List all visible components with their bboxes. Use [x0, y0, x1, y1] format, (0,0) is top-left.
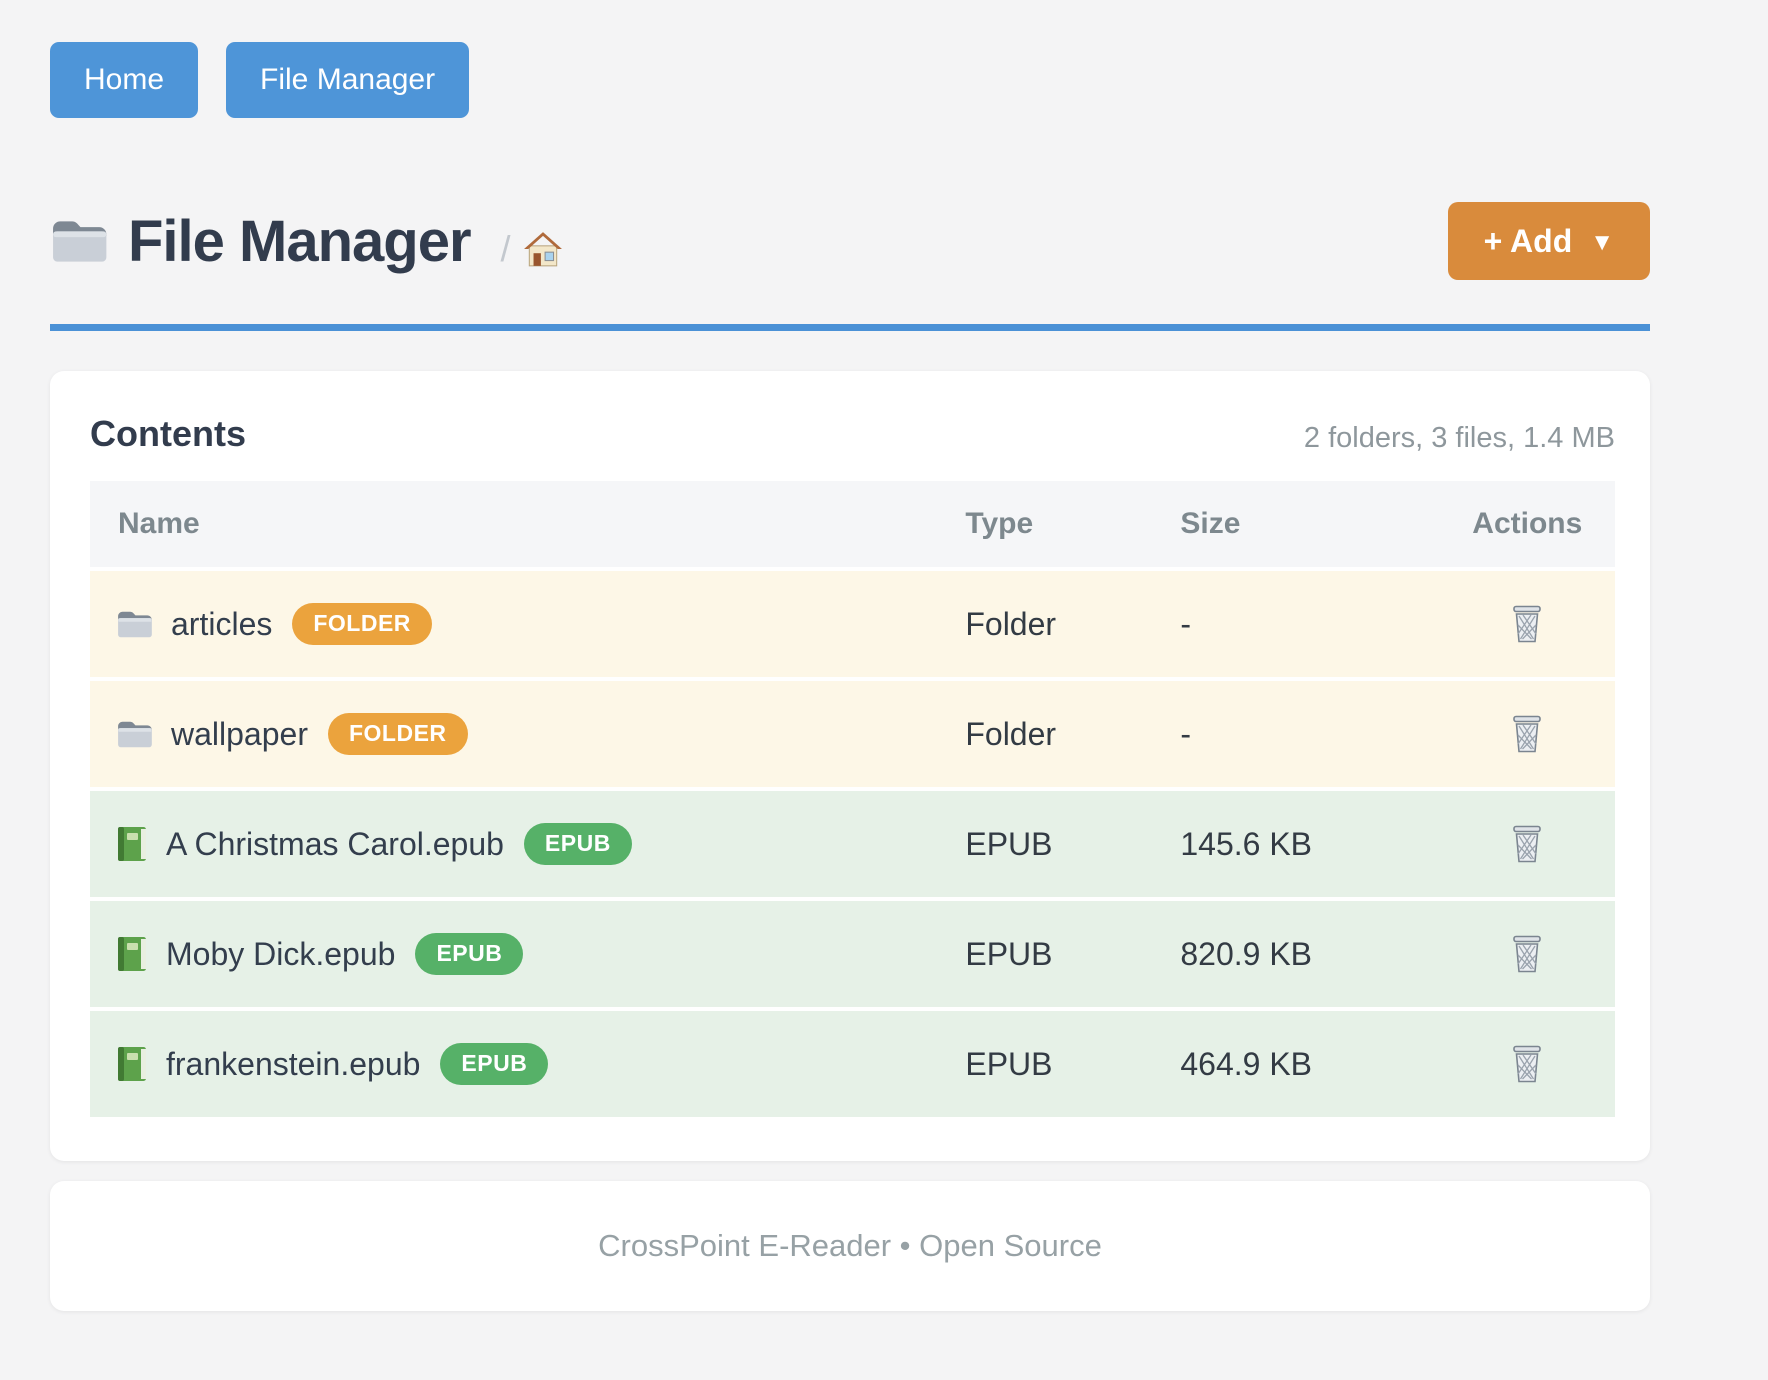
- chevron-down-icon: ▼: [1590, 228, 1614, 256]
- column-header-type: Type: [965, 481, 1181, 567]
- item-name-link[interactable]: wallpaper: [171, 715, 308, 752]
- trash-icon: [1510, 714, 1544, 754]
- item-type: EPUB: [965, 1007, 1181, 1117]
- delete-button[interactable]: [1504, 930, 1550, 978]
- item-type: EPUB: [965, 787, 1181, 897]
- item-type: Folder: [965, 677, 1181, 787]
- folder-icon: [50, 217, 108, 266]
- table-row: articles FOLDER Folder -: [90, 567, 1615, 677]
- type-badge: FOLDER: [292, 603, 432, 645]
- contents-card: Contents 2 folders, 3 files, 1.4 MB Name…: [50, 371, 1650, 1161]
- file-manager-page: Home File Manager File Manager / + Add ▼…: [50, 42, 1650, 1311]
- add-button-label: + Add: [1483, 222, 1573, 259]
- column-header-size: Size: [1180, 481, 1440, 567]
- trash-icon: [1510, 604, 1544, 644]
- column-header-name: Name: [90, 481, 966, 567]
- delete-button[interactable]: [1504, 820, 1550, 868]
- page-header: File Manager / + Add ▼: [50, 202, 1650, 280]
- table-row: Moby Dick.epub EPUB EPUB 820.9 KB: [90, 897, 1615, 1007]
- trash-icon: [1510, 1044, 1544, 1084]
- delete-button[interactable]: [1504, 1040, 1550, 1088]
- delete-button[interactable]: [1504, 710, 1550, 758]
- footer: CrossPoint E-Reader • Open Source: [50, 1181, 1650, 1311]
- item-name-link[interactable]: Moby Dick.epub: [166, 935, 396, 972]
- item-size: -: [1180, 677, 1440, 787]
- item-size: 464.9 KB: [1180, 1007, 1440, 1117]
- column-header-actions: Actions: [1439, 481, 1615, 567]
- delete-button[interactable]: [1504, 600, 1550, 648]
- breadcrumb: /: [501, 228, 563, 270]
- book-icon: [116, 935, 148, 973]
- trash-icon: [1510, 934, 1544, 974]
- item-type: Folder: [965, 567, 1181, 677]
- file-table: Name Type Size Actions articles FOLDER F…: [90, 481, 1615, 1117]
- contents-heading: Contents: [90, 413, 246, 454]
- contents-summary: 2 folders, 3 files, 1.4 MB: [1303, 422, 1615, 454]
- book-icon: [116, 825, 148, 863]
- breadcrumb-separator: /: [500, 228, 511, 269]
- type-badge: FOLDER: [327, 713, 468, 755]
- item-size: -: [1180, 567, 1440, 677]
- item-name-link[interactable]: articles: [171, 605, 273, 642]
- footer-text: CrossPoint E-Reader • Open Source: [598, 1228, 1102, 1263]
- folder-icon: [116, 719, 153, 750]
- item-type: EPUB: [965, 897, 1181, 1007]
- trash-icon: [1510, 824, 1544, 864]
- table-header-row: Name Type Size Actions: [90, 481, 1615, 567]
- nav-button-home[interactable]: Home: [50, 42, 199, 118]
- item-name-link[interactable]: A Christmas Carol.epub: [166, 825, 504, 862]
- top-nav: Home File Manager: [50, 42, 1650, 118]
- item-name-link[interactable]: frankenstein.epub: [166, 1045, 421, 1082]
- table-row: wallpaper FOLDER Folder -: [90, 677, 1615, 787]
- type-badge: EPUB: [440, 1043, 549, 1085]
- page-title: File Manager: [128, 208, 472, 274]
- folder-icon: [116, 609, 153, 640]
- type-badge: EPUB: [415, 933, 524, 975]
- item-size: 145.6 KB: [1180, 787, 1440, 897]
- add-button[interactable]: + Add ▼: [1447, 202, 1650, 280]
- title-underline: [50, 324, 1650, 331]
- item-size: 820.9 KB: [1180, 897, 1440, 1007]
- table-row: A Christmas Carol.epub EPUB EPUB 145.6 K…: [90, 787, 1615, 897]
- book-icon: [116, 1045, 148, 1083]
- house-icon[interactable]: [523, 230, 563, 268]
- table-row: frankenstein.epub EPUB EPUB 464.9 KB: [90, 1007, 1615, 1117]
- nav-button-file-manager[interactable]: File Manager: [226, 42, 470, 118]
- type-badge: EPUB: [523, 823, 632, 865]
